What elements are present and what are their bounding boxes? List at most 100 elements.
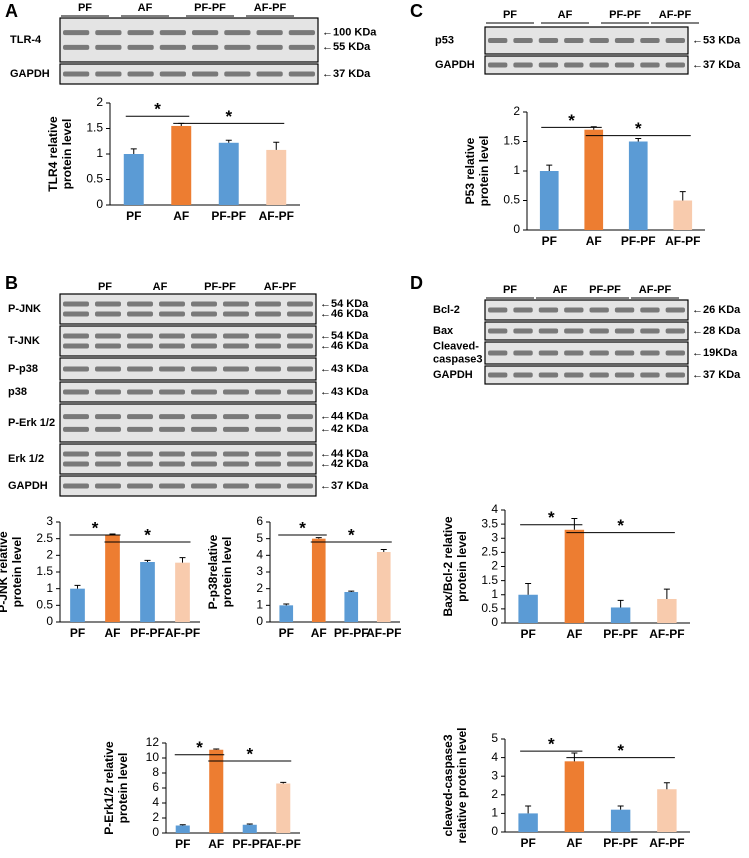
blot-strip <box>484 55 689 75</box>
significance-star: * <box>617 516 624 535</box>
bar <box>657 789 677 832</box>
x-tick-label: PF-PF <box>603 836 638 850</box>
kda-marker: ←19KDa <box>692 347 738 359</box>
blot-strip <box>59 357 317 381</box>
y-tick-label: 0 <box>491 824 498 838</box>
error-bar <box>213 748 220 750</box>
kda-marker: ←43 KDa <box>320 386 369 398</box>
y-axis-label: P-JNK relative <box>0 531 10 613</box>
band <box>640 328 660 334</box>
blot-strip <box>484 365 689 385</box>
band <box>223 333 249 339</box>
band <box>287 333 313 339</box>
x-tick-label: AF-PF <box>366 626 401 640</box>
band <box>223 451 249 457</box>
y-tick-label: 0 <box>46 614 53 628</box>
band <box>589 307 609 313</box>
band <box>224 30 251 36</box>
kda-marker: ←54 KDa <box>320 330 369 342</box>
band <box>255 483 281 489</box>
kda-marker: ←26 KDa <box>692 304 741 316</box>
blot-strip <box>484 341 689 365</box>
x-tick-label: PF-PF <box>211 209 246 223</box>
y-tick-label: 0 <box>152 825 159 839</box>
bar <box>209 749 224 833</box>
band <box>191 343 217 349</box>
bar <box>376 552 391 622</box>
x-tick-label: PF <box>520 627 535 641</box>
blot-strip <box>59 443 317 475</box>
band <box>589 350 609 356</box>
y-tick-label: 0 <box>256 614 263 628</box>
y-axis-label: P-Erk1/2 relative <box>102 741 116 835</box>
kda-marker: ←46 KDa <box>320 340 369 352</box>
band <box>538 350 559 356</box>
error-bar <box>315 537 322 539</box>
band <box>488 328 508 334</box>
band <box>255 366 281 372</box>
band <box>63 461 89 467</box>
band <box>287 366 313 372</box>
band <box>513 307 533 313</box>
y-tick-label: 1.5 <box>86 121 103 135</box>
band <box>95 389 121 395</box>
band <box>223 426 249 432</box>
band <box>192 71 219 77</box>
kda-marker: ←37 KDa <box>692 59 741 71</box>
y-tick-label: 0.5 <box>36 598 53 612</box>
band <box>63 414 89 420</box>
y-tick-label: 6 <box>256 514 263 528</box>
bar <box>140 562 155 622</box>
band <box>159 311 185 317</box>
error-bar <box>380 549 387 552</box>
bar <box>242 824 257 833</box>
y-tick-label: 1 <box>96 146 103 160</box>
kda-marker: ←37 KDa <box>320 480 369 492</box>
band <box>665 372 685 378</box>
band <box>665 38 685 43</box>
significance-star: * <box>154 100 161 119</box>
band <box>159 44 186 50</box>
band <box>287 426 313 432</box>
band <box>223 301 249 307</box>
kda-marker: ←55 KDa <box>322 41 371 53</box>
band <box>538 38 559 43</box>
y-axis-label: cleaved-caspase3 <box>441 734 455 836</box>
y-axis-label: protein level <box>60 119 74 190</box>
x-tick-label: AF-PF <box>649 627 684 641</box>
significance-star: * <box>92 518 99 537</box>
band <box>513 350 533 356</box>
x-tick-label: PF-PF <box>232 837 267 851</box>
band <box>665 350 685 356</box>
y-tick-label: 5 <box>256 531 263 545</box>
bar <box>70 588 85 622</box>
y-tick-label: 1 <box>491 587 498 601</box>
band <box>488 38 508 43</box>
error-bar <box>663 588 670 599</box>
band <box>127 71 154 77</box>
significance-star: * <box>635 119 642 138</box>
bar <box>539 171 559 230</box>
band <box>640 307 660 313</box>
y-tick-label: 3 <box>491 768 498 782</box>
band <box>564 328 584 334</box>
blot-strip <box>484 321 689 341</box>
band <box>95 71 122 77</box>
band <box>127 301 153 307</box>
y-tick-label: 0.5 <box>86 172 103 186</box>
lane-group: AF <box>553 284 568 296</box>
y-axis-label: protein level <box>116 753 130 824</box>
band <box>538 328 559 334</box>
kda-marker: ←100 KDa <box>322 27 377 39</box>
y-tick-label: 6 <box>152 780 159 794</box>
band <box>95 30 122 36</box>
x-tick-label: PF-PF <box>621 234 656 248</box>
band <box>665 328 685 334</box>
bar <box>518 594 538 623</box>
band <box>127 343 153 349</box>
band <box>95 483 121 489</box>
x-tick-label: PF <box>175 837 190 851</box>
x-tick-label: PF <box>520 836 535 850</box>
panel-label: D <box>410 273 423 293</box>
band <box>95 343 121 349</box>
